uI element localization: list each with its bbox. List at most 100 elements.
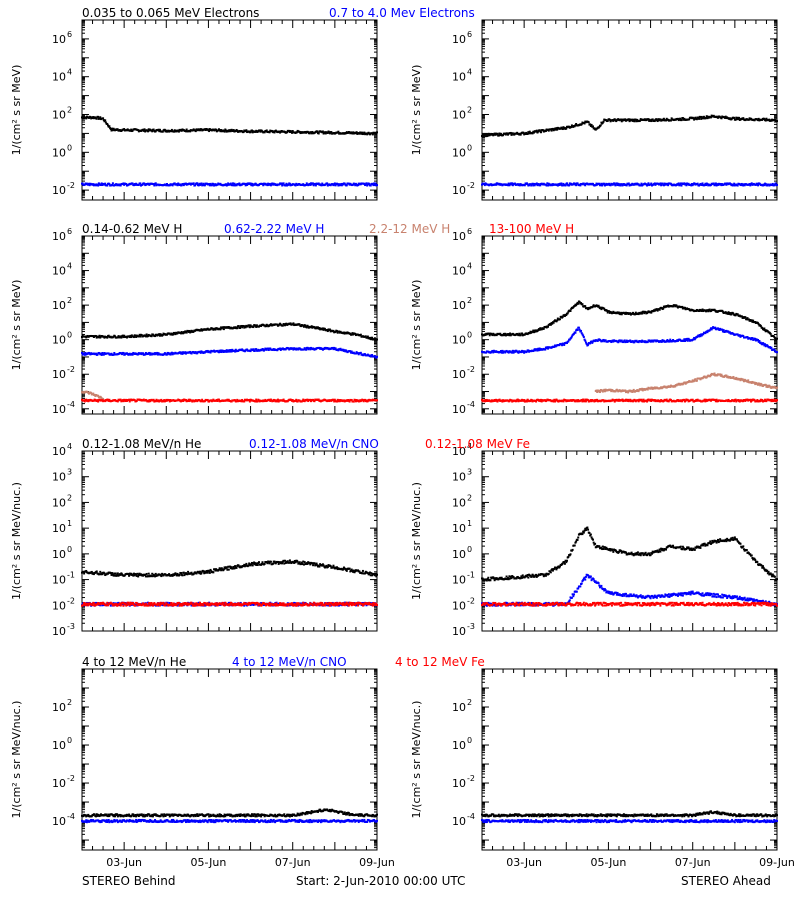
data-point [240,324,243,327]
data-point [235,400,238,403]
data-point [200,328,203,331]
data-point [361,399,364,402]
data-point [535,348,538,351]
data-point [637,183,640,186]
data-point [532,329,535,332]
data-point [702,115,705,118]
data-point [248,400,251,403]
y-tick-label-exponent: 4 [467,262,472,271]
data-point [352,333,355,336]
data-point [137,335,140,338]
data-point [351,132,354,135]
data-point [125,398,128,401]
data-point [590,340,593,343]
data-point [701,308,704,311]
data-point [199,129,201,132]
series-1 [481,326,778,354]
data-point [119,335,122,338]
data-point [332,398,335,401]
data-point [289,322,292,325]
series-0 [81,322,378,341]
data-point [248,399,251,402]
data-point [537,130,540,133]
data-point [774,182,777,185]
data-point [728,312,731,315]
data-point [573,332,576,335]
data-point [604,339,607,342]
data-point [222,326,225,329]
data-point [338,330,341,333]
data-point [209,351,212,354]
data-point [670,117,673,120]
data-point [698,335,701,338]
data-point [287,183,290,186]
data-point [752,338,755,341]
data-point [94,395,97,398]
data-point [569,309,572,312]
data-point [601,121,604,124]
data-point [545,326,548,329]
data-point [111,183,114,186]
y-tick-label: 10 [52,109,66,122]
data-point [308,182,311,185]
data-point [609,120,612,123]
data-point [85,398,88,401]
data-point [667,184,670,187]
data-point [523,184,526,187]
data-point [297,348,300,351]
data-point [151,333,154,336]
data-point [617,311,620,314]
data-point [227,349,230,352]
data-point [326,131,329,134]
data-point [215,398,218,401]
data-point [690,184,693,187]
data-point [292,348,295,351]
data-point [518,184,521,187]
data-point [736,116,739,119]
data-point [608,118,611,121]
data-point [248,324,251,327]
data-point [310,132,313,135]
data-point [698,310,701,313]
data-point [188,329,191,332]
data-point [609,340,612,343]
data-point [158,333,161,336]
y-tick-label: 10 [52,146,66,159]
data-point [198,182,201,185]
data-point [168,399,171,402]
data-point [184,351,187,354]
data-point [547,347,550,350]
data-point [668,340,671,343]
data-point [338,400,341,403]
data-point [533,184,536,187]
data-point [218,129,221,132]
data-point [147,128,150,131]
data-point [128,400,131,403]
data-point [735,118,738,121]
data-point [734,118,737,121]
data-point [673,304,676,307]
data-point [765,117,768,120]
data-point [612,310,615,313]
data-point [98,117,101,120]
data-point [109,127,112,130]
y-tick-label: 10 [452,184,466,197]
data-point [103,183,106,186]
data-point [156,353,159,356]
series-3 [81,398,378,403]
data-point [676,117,679,120]
data-point [276,323,279,326]
data-point [762,342,765,345]
data-point [687,182,690,185]
data-point [738,334,741,337]
data-point [639,184,642,187]
data-point [359,333,362,336]
data-point [620,183,623,186]
data-point [525,182,528,185]
data-point [667,304,670,307]
data-point [354,400,357,403]
data-point [575,304,578,307]
data-point [137,129,140,132]
data-point [627,391,630,394]
